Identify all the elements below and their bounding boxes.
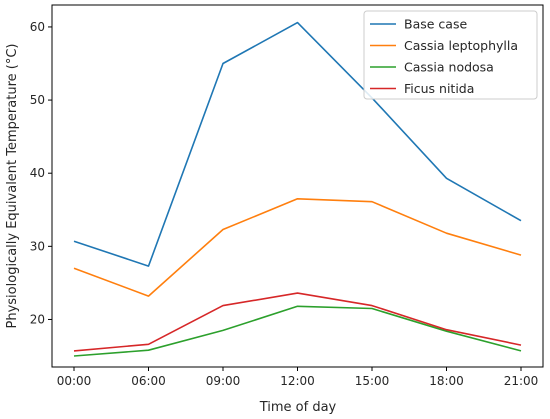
series-line-3 [73,292,522,352]
series-line-0 [73,21,522,267]
y-tick-label: 30 [30,239,45,253]
x-tick-label: 12:00 [280,374,315,388]
series-lines [73,21,522,357]
x-axis-label: Time of day [259,400,337,415]
y-tick-label: 50 [30,93,45,107]
x-axis: 00:00 06:00 09:00 12:00 15:00 18:00 21:00 [57,367,539,388]
x-tick-label: 00:00 [57,374,92,388]
series-line-1 [73,198,522,297]
x-tick-label: 09:00 [206,374,241,388]
x-tick-label: 21:00 [504,374,539,388]
legend-label: Base case [404,17,467,32]
x-tick-label: 15:00 [355,374,390,388]
legend-label: Ficus nitida [404,81,474,96]
x-tick-label: 18:00 [429,374,464,388]
legend-label: Cassia nodosa [404,60,494,75]
legend: Base case Cassia leptophylla Cassia nodosa… [363,10,538,100]
series-line-2 [73,305,522,357]
legend-box [363,10,538,100]
y-tick-label: 60 [30,20,45,34]
x-tick-label: 06:00 [131,374,166,388]
y-axis-label: Physiologically Equivalent Temperature (… [5,44,20,329]
y-tick-label: 20 [30,312,45,326]
y-axis: 20 30 40 50 60 [30,20,52,326]
y-tick-label: 40 [30,166,45,180]
legend-label: Cassia leptophylla [404,38,518,53]
